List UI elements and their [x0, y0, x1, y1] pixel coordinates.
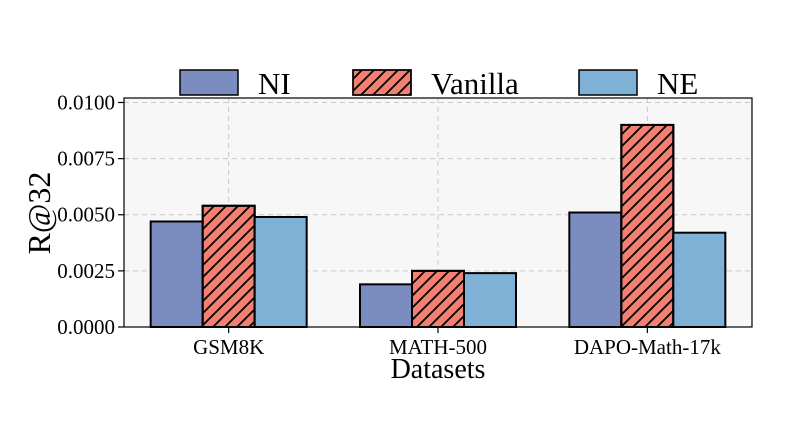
legend-swatch-ni: [179, 69, 239, 96]
bar-ne-gsm8k: [253, 215, 308, 328]
bars: [149, 123, 727, 329]
legend-label-ne: NE: [657, 66, 698, 101]
bar-ne-dapo-math-17k: [672, 231, 727, 329]
x-axis-ticks: GSM8K MATH-500 DAPO-Math-17k: [193, 327, 721, 359]
x-tick-label: GSM8K: [193, 335, 264, 359]
bar-vanilla-math-500-hatch: [411, 269, 465, 329]
legend-label-vanilla: Vanilla: [431, 66, 519, 101]
bar-ni-dapo-math-17k: [568, 211, 623, 328]
legend-label-ni: NI: [258, 66, 291, 101]
bar-ni-gsm8k: [149, 220, 204, 328]
bar-vanilla-dapo-math-17k-hatch: [620, 123, 675, 328]
y-tick-label: 0.0075: [57, 147, 115, 171]
bar-vanilla-gsm8k-hatch: [201, 204, 256, 328]
legend-swatch-vanilla-hatch: [352, 69, 412, 96]
bar-ni-math-500: [359, 283, 413, 329]
legend: NI Vanilla NE: [179, 66, 698, 101]
y-tick-label: 0.0000: [57, 315, 115, 339]
bar-ne-math-500: [463, 272, 517, 328]
y-axis-ticks: 0.0000 0.0025 0.0050 0.0075 0.0100: [57, 90, 124, 339]
legend-swatch-ne: [578, 69, 638, 96]
y-axis-label: R@32: [21, 172, 57, 255]
x-axis-label: Datasets: [391, 354, 486, 385]
y-tick-label: 0.0100: [57, 90, 115, 114]
y-tick-label: 0.0050: [57, 203, 115, 227]
y-tick-label: 0.0025: [57, 259, 115, 283]
x-tick-label: DAPO-Math-17k: [574, 335, 721, 359]
x-tick-label: MATH-500: [389, 335, 487, 359]
